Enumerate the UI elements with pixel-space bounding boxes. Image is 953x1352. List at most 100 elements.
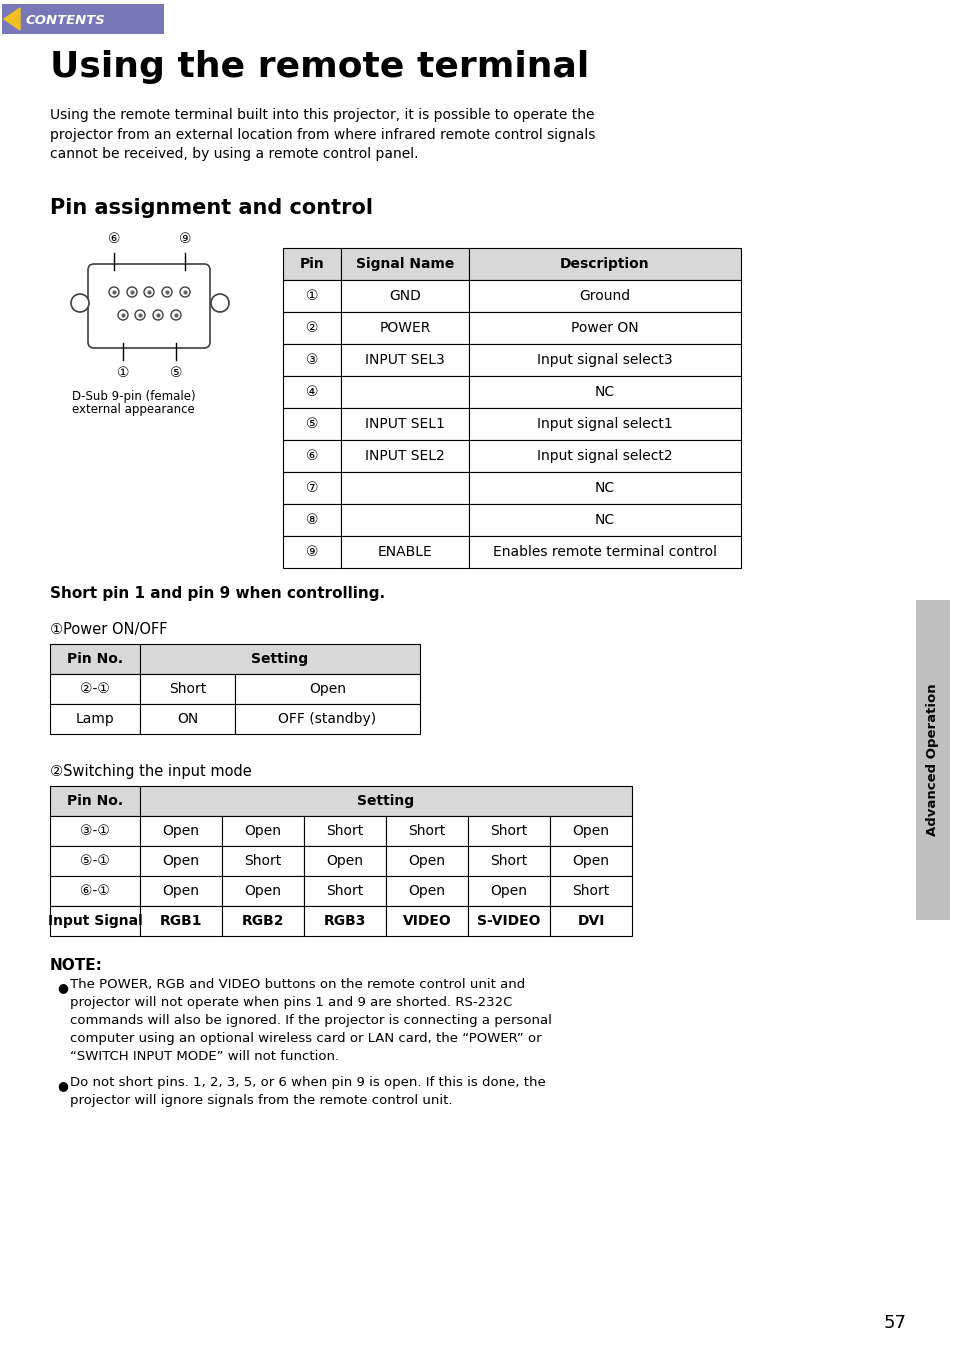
Bar <box>283 439 340 472</box>
Bar <box>304 846 386 876</box>
Text: cannot be received, by using a remote control panel.: cannot be received, by using a remote co… <box>50 147 418 161</box>
Text: Input signal select2: Input signal select2 <box>537 449 672 462</box>
Bar <box>550 876 631 906</box>
Bar <box>340 376 469 408</box>
Circle shape <box>118 310 128 320</box>
Text: RGB3: RGB3 <box>323 914 366 927</box>
Bar <box>222 876 304 906</box>
Bar <box>222 817 304 846</box>
Bar <box>234 675 419 704</box>
Text: Power ON: Power ON <box>571 320 639 335</box>
Text: projector will not operate when pins 1 and 9 are shorted. RS-232C: projector will not operate when pins 1 a… <box>70 996 512 1009</box>
Bar <box>340 312 469 343</box>
Text: ②Switching the input mode: ②Switching the input mode <box>50 764 252 779</box>
Bar <box>283 376 340 408</box>
Text: Lamp: Lamp <box>75 713 114 726</box>
Bar <box>469 247 740 280</box>
Bar <box>304 817 386 846</box>
Bar <box>140 704 234 734</box>
Text: Short: Short <box>326 823 363 838</box>
Bar <box>283 312 340 343</box>
Text: Signal Name: Signal Name <box>355 257 454 270</box>
Text: NC: NC <box>595 512 615 527</box>
Text: Short: Short <box>326 884 363 898</box>
Bar <box>50 817 140 846</box>
Text: ⑤: ⑤ <box>305 416 318 431</box>
Bar <box>222 906 304 936</box>
Text: ⑧: ⑧ <box>305 512 318 527</box>
Text: Short: Short <box>244 854 281 868</box>
Bar <box>469 343 740 376</box>
Text: ⑨: ⑨ <box>178 233 191 246</box>
Text: Short: Short <box>490 854 527 868</box>
Text: Open: Open <box>408 884 445 898</box>
Text: external appearance: external appearance <box>71 403 194 416</box>
Text: Description: Description <box>559 257 649 270</box>
Text: ⑥: ⑥ <box>108 233 120 246</box>
Text: Advanced Operation: Advanced Operation <box>925 684 939 837</box>
Bar <box>340 408 469 439</box>
Text: Input Signal: Input Signal <box>48 914 142 927</box>
Text: Open: Open <box>490 884 527 898</box>
Bar <box>283 343 340 376</box>
Text: NOTE:: NOTE: <box>50 959 103 973</box>
Text: ①Power ON/OFF: ①Power ON/OFF <box>50 622 168 637</box>
Bar <box>283 472 340 504</box>
Bar <box>50 786 140 817</box>
Bar <box>469 504 740 535</box>
Circle shape <box>171 310 181 320</box>
Text: projector from an external location from where infrared remote control signals: projector from an external location from… <box>50 127 595 142</box>
Bar <box>340 280 469 312</box>
Bar <box>386 876 468 906</box>
Text: ⑦: ⑦ <box>305 481 318 495</box>
Text: 57: 57 <box>882 1314 905 1332</box>
Bar <box>283 535 340 568</box>
Text: Open: Open <box>162 823 199 838</box>
Bar <box>468 817 550 846</box>
Circle shape <box>71 293 89 312</box>
Text: Open: Open <box>244 884 281 898</box>
Bar <box>469 408 740 439</box>
Bar <box>468 906 550 936</box>
Text: Short: Short <box>408 823 445 838</box>
Text: computer using an optional wireless card or LAN card, the “POWER” or: computer using an optional wireless card… <box>70 1032 541 1045</box>
Bar <box>140 675 234 704</box>
Circle shape <box>180 287 190 297</box>
Bar <box>469 535 740 568</box>
Bar <box>469 439 740 472</box>
Text: projector will ignore signals from the remote control unit.: projector will ignore signals from the r… <box>70 1094 452 1107</box>
Text: Do not short pins. 1, 2, 3, 5, or 6 when pin 9 is open. If this is done, the: Do not short pins. 1, 2, 3, 5, or 6 when… <box>70 1076 545 1088</box>
Text: ⑤-①: ⑤-① <box>80 854 110 868</box>
Text: Ground: Ground <box>578 289 630 303</box>
Bar <box>386 817 468 846</box>
Bar <box>386 906 468 936</box>
Text: Open: Open <box>162 884 199 898</box>
Text: Setting: Setting <box>357 794 415 808</box>
Text: ②: ② <box>305 320 318 335</box>
Bar <box>222 846 304 876</box>
Circle shape <box>109 287 119 297</box>
FancyBboxPatch shape <box>88 264 210 347</box>
Text: DVI: DVI <box>577 914 604 927</box>
Text: Open: Open <box>326 854 363 868</box>
Bar <box>140 906 222 936</box>
Bar <box>340 343 469 376</box>
Text: Using the remote terminal: Using the remote terminal <box>50 50 589 84</box>
Text: Input signal select1: Input signal select1 <box>537 416 672 431</box>
Bar <box>50 906 140 936</box>
Text: INPUT SEL3: INPUT SEL3 <box>365 353 444 366</box>
Text: Pin: Pin <box>299 257 324 270</box>
Text: RGB1: RGB1 <box>159 914 202 927</box>
Text: ⑨: ⑨ <box>305 545 318 558</box>
Bar <box>50 846 140 876</box>
Text: Short: Short <box>169 681 206 696</box>
Circle shape <box>135 310 145 320</box>
Bar <box>283 280 340 312</box>
Text: Open: Open <box>162 854 199 868</box>
Text: INPUT SEL1: INPUT SEL1 <box>365 416 444 431</box>
Text: ①: ① <box>116 366 129 380</box>
Bar <box>915 600 949 919</box>
Text: RGB2: RGB2 <box>241 914 284 927</box>
Circle shape <box>144 287 153 297</box>
Text: NC: NC <box>595 385 615 399</box>
